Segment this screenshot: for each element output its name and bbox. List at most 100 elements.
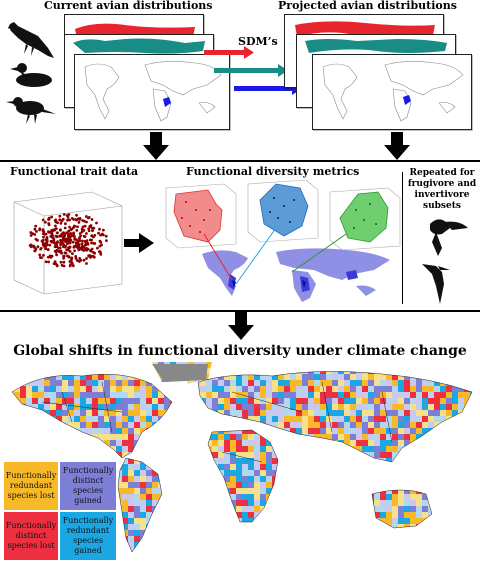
map-patch [308, 386, 314, 392]
map-patch [458, 392, 464, 398]
trait-point [83, 224, 87, 228]
map-patch [380, 518, 386, 524]
map-patch [410, 434, 416, 440]
map-patch [242, 392, 248, 398]
map-patch [248, 374, 254, 380]
map-patch [374, 410, 380, 416]
map-patch [224, 434, 230, 440]
map-patch [296, 386, 302, 392]
map-patch [344, 416, 350, 422]
map-patch [284, 416, 290, 422]
map-patch [242, 500, 248, 506]
map-patch [26, 398, 32, 404]
map-patch [152, 476, 158, 482]
map-patch [398, 416, 404, 422]
map-patch [398, 428, 404, 434]
map-patch [452, 386, 458, 392]
map-patch [218, 464, 224, 470]
map-patch [404, 428, 410, 434]
trait-point [47, 260, 50, 264]
trait-point [50, 232, 54, 236]
map-patch [320, 434, 326, 440]
trait-point [65, 231, 69, 234]
map-patch [242, 488, 248, 494]
map-patch [200, 380, 206, 386]
map-patch [344, 440, 350, 446]
map-patch [302, 386, 308, 392]
legend: Functionally redundant species lost Func… [4, 462, 116, 560]
map-patch [140, 392, 146, 398]
map-patch [260, 494, 266, 500]
map-patch [398, 518, 404, 524]
map-patch [320, 392, 326, 398]
map-patch [116, 482, 122, 488]
map-patch [338, 386, 344, 392]
map-patch [452, 404, 458, 410]
map-patch [314, 398, 320, 404]
map-patch [146, 506, 152, 512]
map-patch [32, 380, 38, 386]
map-patch [86, 386, 92, 392]
down-arrow-right [384, 132, 410, 160]
map-patch [362, 422, 368, 428]
map-patch [344, 386, 350, 392]
map-patch [380, 374, 386, 380]
trait-point [64, 222, 67, 226]
trait-point [93, 234, 97, 237]
map-patch [116, 404, 122, 410]
map-patch [224, 440, 230, 446]
map-patch [50, 398, 56, 404]
map-patch [404, 416, 410, 422]
map-patch [134, 416, 140, 422]
map-patch [392, 422, 398, 428]
map-patch [290, 392, 296, 398]
map-patch [140, 410, 146, 416]
map-patch [224, 386, 230, 392]
map-patch [242, 512, 248, 518]
map-patch [140, 398, 146, 404]
trait-point [75, 229, 79, 232]
map-patch [146, 380, 152, 386]
map-patch [338, 374, 344, 380]
trait-point [68, 264, 72, 268]
map-patch [236, 476, 242, 482]
map-patch [254, 410, 260, 416]
map-patch [236, 506, 242, 512]
map-patch [452, 392, 458, 398]
map-patch [374, 386, 380, 392]
map-patch [260, 440, 266, 446]
map-patch [254, 434, 260, 440]
map-patch [302, 428, 308, 434]
map-patch [122, 482, 128, 488]
trait-point [89, 256, 92, 259]
map-patch [128, 464, 134, 470]
map-patch [398, 386, 404, 392]
map-patch [158, 398, 164, 404]
map-patch [278, 386, 284, 392]
map-patch [350, 440, 356, 446]
map-patch [302, 374, 308, 380]
map-patch [380, 494, 386, 500]
map-patch [386, 374, 392, 380]
map-patch [404, 392, 410, 398]
map-patch [92, 386, 98, 392]
map-patch [260, 482, 266, 488]
map-patch [386, 452, 392, 458]
trait-point [78, 232, 82, 235]
map-patch [452, 398, 458, 404]
map-patch [116, 392, 122, 398]
map-patch [446, 392, 452, 398]
map-patch [410, 422, 416, 428]
trait-point [88, 238, 92, 242]
trait-point [92, 226, 96, 230]
map-patch [332, 398, 338, 404]
map-patch [218, 386, 224, 392]
map-patch [404, 404, 410, 410]
map-patch [344, 380, 350, 386]
map-patch [128, 386, 134, 392]
map-patch [344, 422, 350, 428]
map-patch [206, 386, 212, 392]
map-patch [326, 422, 332, 428]
map-patch [284, 386, 290, 392]
hull-panel-blue [247, 179, 319, 243]
